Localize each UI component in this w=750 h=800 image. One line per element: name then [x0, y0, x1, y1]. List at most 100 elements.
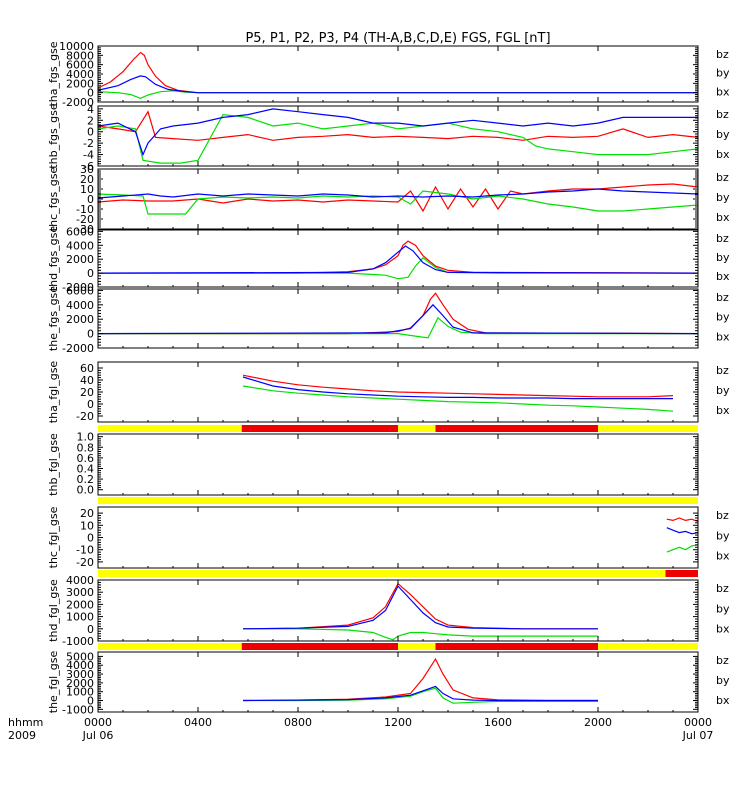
- y-tick-label: -30: [76, 223, 94, 236]
- y-tick-label: 2000: [66, 313, 94, 326]
- legend-bx: bx: [716, 694, 730, 707]
- time-tick-label: 2000: [584, 716, 612, 729]
- y-tick-label: 1.0: [77, 431, 95, 444]
- y-tick-label: 6000: [66, 59, 94, 72]
- series-bx-line: [98, 188, 698, 199]
- legend-bz: bz: [716, 654, 729, 667]
- series-bz-line: [242, 374, 674, 398]
- legend-bz: bz: [716, 291, 729, 304]
- series-bx-line: [98, 303, 698, 335]
- time-tick-label: 0800: [284, 716, 312, 729]
- y-tick-label: -2000: [62, 342, 94, 355]
- legend-bz: bz: [716, 509, 729, 522]
- y-axis-label: thc_fgs_gse: [47, 167, 60, 232]
- y-tick-label: 3000: [66, 586, 94, 599]
- legend-bz: bz: [716, 582, 729, 595]
- y-tick-label: 5000: [66, 650, 94, 663]
- legend-bx: bx: [716, 404, 730, 417]
- y-tick-label: 0.6: [77, 452, 95, 465]
- y-tick-label: 10: [80, 183, 94, 196]
- legend-bx: bx: [716, 85, 730, 98]
- series-bz-line: [98, 183, 698, 213]
- y-tick-label: -20: [76, 556, 94, 569]
- y-tick-label: 2000: [66, 77, 94, 90]
- y-tick-label: -1000: [62, 635, 94, 648]
- series-bx-line: [242, 376, 673, 400]
- status-bar-segment: [435, 425, 598, 432]
- legend-bx: bx: [716, 623, 730, 636]
- legend-by: by: [716, 602, 730, 615]
- y-tick-label: 3000: [66, 668, 94, 681]
- panel-frame: [97, 506, 699, 569]
- y-tick-label: 0.0: [77, 484, 95, 497]
- legend-by: by: [716, 251, 730, 264]
- legend-bz: bz: [716, 108, 729, 121]
- series-by-line: [98, 113, 698, 164]
- y-tick-label: 0: [87, 126, 94, 139]
- y-tick-label: 0.4: [77, 462, 95, 475]
- panel-frame: [97, 579, 699, 642]
- status-bar-segment: [598, 425, 698, 432]
- y-tick-label: -10: [76, 203, 94, 216]
- series-bz-line: [98, 240, 698, 274]
- y-tick-label: 2000: [66, 253, 94, 266]
- series-bz-line: [98, 110, 698, 141]
- legend-bx: bx: [716, 148, 730, 161]
- status-bar-segment: [435, 643, 598, 650]
- y-axis-label: thd_fgs_gse: [47, 226, 60, 292]
- status-bar-segment: [98, 497, 698, 504]
- time-axis-label-hhmm: hhmm: [8, 716, 43, 729]
- y-tick-label: 2000: [66, 598, 94, 611]
- legend-bz: bz: [716, 171, 729, 184]
- y-tick-label: 4000: [66, 574, 94, 587]
- y-axis-label: thb_fgl_gse: [47, 433, 60, 496]
- y-tick-label: 1000: [66, 611, 94, 624]
- y-tick-label: -10: [76, 544, 94, 557]
- panel-thb_fgl_gse: 1.00.80.60.40.20.0 thb_fgl_gse: [47, 431, 699, 504]
- legend-by: by: [716, 191, 730, 204]
- plot-title: P5, P1, P2, P3, P4 (TH-A,B,C,D,E) FGS, F…: [245, 31, 550, 46]
- y-tick-label: 4000: [66, 299, 94, 312]
- time-tick-label: 0000: [684, 716, 712, 729]
- y-tick-label: 1000: [66, 686, 94, 699]
- y-tick-label: 6000: [66, 225, 94, 238]
- y-tick-label: 2: [87, 114, 94, 127]
- series-bz-line: [666, 517, 698, 523]
- y-tick-label: -2: [83, 137, 94, 150]
- status-bar-segment: [98, 570, 666, 577]
- time-axis: hhmm 2009 Jul 06 Jul 07 0000 0400 0800 1200…: [8, 716, 713, 742]
- time-tick-label: 1200: [384, 716, 412, 729]
- time-axis-date-start: Jul 06: [82, 729, 114, 742]
- series-by-line: [243, 628, 598, 641]
- y-tick-label: -2000: [62, 281, 94, 294]
- y-tick-label: 0: [87, 623, 94, 636]
- status-bar-segment: [241, 643, 398, 650]
- y-tick-label: -20: [76, 213, 94, 226]
- y-tick-label: 0: [87, 398, 94, 411]
- status-bar-segment: [398, 425, 436, 432]
- legend-by: by: [716, 128, 730, 141]
- legend-bx: bx: [716, 270, 730, 283]
- legend-by: by: [716, 529, 730, 542]
- time-tick-label: 0000: [84, 716, 112, 729]
- y-tick-label: 10: [80, 519, 94, 532]
- legend-bz: bz: [716, 364, 729, 377]
- y-tick-label: 4000: [66, 239, 94, 252]
- status-bar-segment: [241, 425, 398, 432]
- legend-by: by: [716, 384, 730, 397]
- y-tick-label: -2000: [62, 96, 94, 109]
- y-tick-label: 6000: [66, 284, 94, 297]
- legend-bx: bx: [716, 550, 730, 563]
- y-tick-label: 4000: [66, 659, 94, 672]
- series-bx-line: [98, 108, 698, 157]
- time-tick-label: 0400: [184, 716, 212, 729]
- y-tick-label: 0: [87, 695, 94, 708]
- legend-by: by: [716, 67, 730, 80]
